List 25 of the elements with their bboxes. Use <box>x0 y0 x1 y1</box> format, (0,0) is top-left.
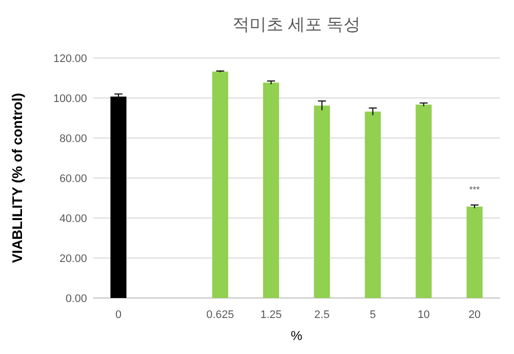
y-tick-label: 20.00 <box>59 253 87 265</box>
x-axis-title: % <box>290 328 303 343</box>
y-tick-label: 0.00 <box>66 293 87 305</box>
x-tick-label: 1.25 <box>260 309 282 321</box>
x-tick-label: 0.625 <box>206 309 234 321</box>
bar <box>364 112 381 298</box>
bar <box>110 96 126 298</box>
bar <box>263 82 280 298</box>
x-tick-label: 2.5 <box>314 309 330 321</box>
bar <box>466 206 483 298</box>
bar <box>212 72 228 298</box>
y-tick-label: 100.00 <box>53 93 87 105</box>
y-tick-label: 80.00 <box>59 133 87 145</box>
x-tick-label: 5 <box>370 309 376 321</box>
bar <box>416 104 432 298</box>
y-tick-label: 40.00 <box>59 213 87 225</box>
y-axis-title: VIABLILITY (% of control) <box>9 92 25 264</box>
chart-title: 적미초 세포 독성 <box>232 15 361 34</box>
annotation: *** <box>469 184 480 195</box>
y-tick-label: 120.00 <box>53 53 87 65</box>
x-tick-label: 10 <box>418 309 430 321</box>
x-tick-label: 0 <box>115 309 122 321</box>
x-tick-label: 20 <box>468 309 481 321</box>
y-tick-label: 60.00 <box>59 173 87 185</box>
bar <box>314 106 330 298</box>
